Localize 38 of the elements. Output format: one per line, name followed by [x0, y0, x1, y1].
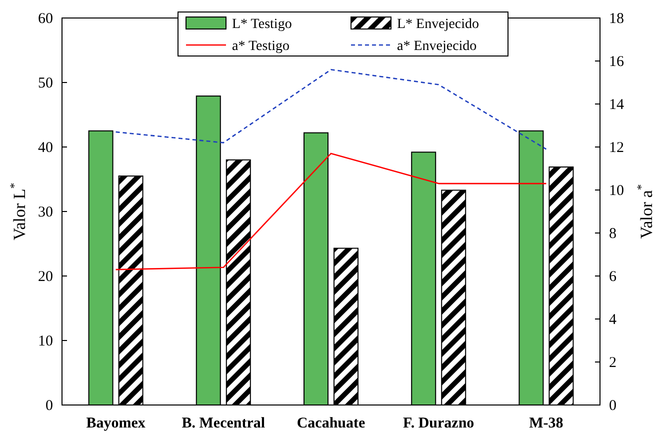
y-tick-label: 30	[38, 204, 53, 220]
legend-label: L* Envejecido	[397, 17, 480, 32]
y2-tick-label: 18	[609, 10, 624, 27]
y2-tick-label: 10	[609, 182, 624, 199]
bar	[411, 152, 436, 406]
y2-tick-label: 14	[609, 96, 624, 113]
y2-tick-label: 0	[609, 398, 616, 414]
x-tick-label: Bayomex	[86, 416, 146, 432]
bar	[226, 159, 251, 406]
legend-label: a* Testigo	[232, 39, 290, 54]
line-series	[115, 152, 547, 270]
y-tick-label: 10	[38, 333, 53, 350]
line-series	[115, 68, 547, 150]
y-tick-label: 50	[38, 75, 53, 92]
bar	[334, 248, 358, 406]
y-tick-label: 20	[38, 268, 53, 285]
x-tick-label: M-38	[529, 416, 564, 432]
y-tick-label: 60	[38, 10, 53, 27]
bar	[118, 176, 144, 406]
bar	[441, 190, 466, 406]
y2-tick-label: 8	[609, 226, 616, 242]
x-tick-label: Cacahuate	[296, 416, 366, 432]
bar	[304, 132, 328, 406]
bar	[518, 130, 544, 406]
y2-tick-label: 16	[609, 54, 624, 70]
bar	[88, 130, 114, 406]
bar	[196, 96, 221, 406]
y-tick-label: 0	[46, 398, 53, 414]
bar	[548, 166, 574, 406]
y2-tick-label: 12	[609, 140, 624, 156]
legend-label: L* Testigo	[232, 17, 292, 32]
x-tick-label: F. Durazno	[403, 416, 474, 432]
y2-tick-label: 6	[609, 268, 617, 285]
x-tick-label: B. Mecentral	[182, 416, 266, 432]
y2-tick-label: 4	[609, 312, 617, 328]
y-tick-label: 40	[38, 140, 53, 156]
legend-label: a* Envejecido	[397, 39, 477, 54]
y2-tick-label: 2	[609, 354, 616, 371]
